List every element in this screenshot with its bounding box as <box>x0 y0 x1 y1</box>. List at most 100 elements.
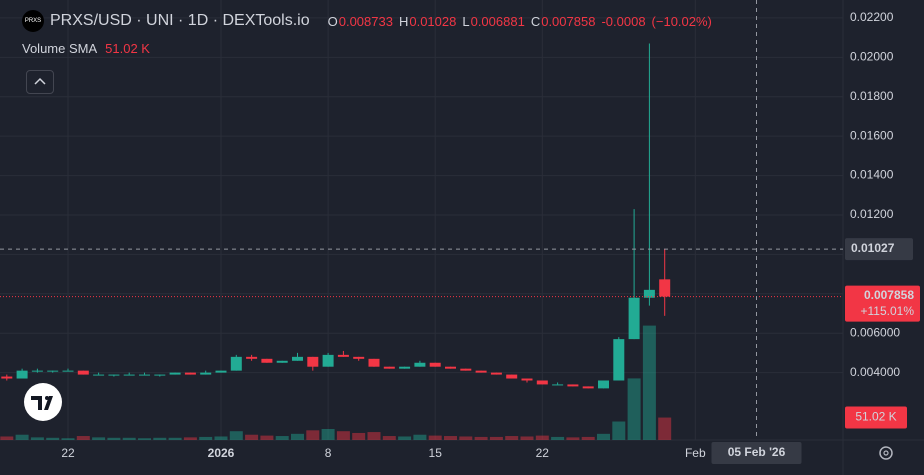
last-price-badge <box>845 285 920 322</box>
candle-body <box>230 356 242 371</box>
volume-bar <box>153 437 167 440</box>
volume-sma-value: 51.02 K <box>105 41 150 56</box>
crosshair-x-label: 05 Feb '26 <box>728 445 786 459</box>
y-tick-label: 0.01600 <box>850 128 894 142</box>
volume-bar <box>566 437 580 440</box>
settings-icon[interactable] <box>879 446 893 460</box>
volume-bar <box>612 421 626 440</box>
x-tick-label: 8 <box>325 446 332 460</box>
x-tick-label: 15 <box>429 446 443 460</box>
candle-body <box>368 358 380 367</box>
candle-body <box>353 356 365 359</box>
ohlc-key: C <box>530 13 541 29</box>
volume-bar <box>61 438 75 440</box>
volume-bar <box>199 436 213 440</box>
volume-bar <box>183 437 197 440</box>
volume-name: Volume SMA <box>22 41 98 56</box>
candle-body <box>292 356 303 361</box>
volume-bar <box>15 434 29 440</box>
volume-legend: Volume SMA 51.02 K <box>22 41 150 56</box>
volume-bar <box>551 436 565 440</box>
volume-bar <box>505 436 519 440</box>
volume-bar <box>352 432 366 440</box>
volume-bar <box>642 325 656 440</box>
volume-badge-label: 51.02 K <box>855 410 896 424</box>
candle-body <box>383 366 395 369</box>
volume-bar <box>520 436 534 440</box>
legend-header: PRXS PRXS/USD · UNI · 1D · DEXTools.io O… <box>22 10 712 32</box>
candle-body <box>337 354 349 357</box>
candle-body <box>200 372 212 375</box>
candle-body <box>139 374 150 376</box>
change: -0.0008 <box>601 13 646 29</box>
candle-body <box>628 297 640 340</box>
candle-body <box>506 374 518 379</box>
candle-body <box>1 376 13 379</box>
volume-bar <box>260 435 274 440</box>
candle-body <box>307 356 319 367</box>
candle-body <box>399 366 411 369</box>
volume-bar <box>0 436 14 440</box>
ohlc-value: 0.01028 <box>409 13 457 29</box>
y-tick-label: 0.02200 <box>850 10 894 24</box>
candle-body <box>276 360 288 363</box>
collapse-button[interactable] <box>26 70 54 94</box>
y-tick-label: 0.01800 <box>850 89 894 103</box>
candle-body <box>613 339 625 381</box>
candle-body <box>16 370 28 379</box>
candle-body <box>47 370 59 372</box>
candle-body <box>246 356 258 359</box>
ohlc-key: O <box>327 13 338 29</box>
volume-bar <box>535 435 549 440</box>
candle-body <box>184 372 196 375</box>
candle-body <box>536 380 548 385</box>
y-tick-label: 0.006000 <box>850 325 900 339</box>
volume-bar <box>581 436 595 440</box>
candle-body <box>460 368 472 371</box>
volume-bar <box>122 437 136 440</box>
volume-bar <box>321 429 335 440</box>
volume-bar <box>92 437 106 440</box>
candle-body <box>414 362 426 367</box>
crosshair-y-badge <box>845 238 913 261</box>
candle-body <box>521 378 533 381</box>
volume-bar <box>413 434 427 440</box>
candle-body <box>77 370 89 375</box>
candle-body <box>445 366 456 369</box>
candle-body <box>31 370 43 372</box>
candle-body <box>598 380 609 389</box>
candle-body <box>62 370 74 372</box>
x-tick-label: 22 <box>61 446 75 460</box>
candle-body <box>659 279 671 297</box>
volume-bar <box>245 434 259 440</box>
volume-badge <box>845 406 907 429</box>
volume-bar <box>428 435 442 440</box>
volume-bar <box>168 437 182 440</box>
last-price-label: 0.007858 <box>864 288 914 302</box>
candle-body <box>169 372 181 375</box>
volume-bar <box>489 436 503 440</box>
volume-bar <box>474 436 488 440</box>
y-tick-label: 0.02000 <box>850 50 894 64</box>
volume-bar <box>336 431 350 440</box>
candle-body <box>108 374 120 376</box>
volume-bar <box>214 436 228 440</box>
chevron <box>34 77 46 85</box>
volume-bar <box>597 433 610 440</box>
ohlc-value: 0.007858 <box>541 13 596 29</box>
volume-bar <box>46 437 60 440</box>
candle-body <box>261 358 273 363</box>
last-change-label: +115.01% <box>861 304 915 318</box>
candle-body <box>643 289 655 298</box>
tradingview-logo <box>24 383 62 421</box>
x-tick-label: Feb <box>685 446 706 460</box>
volume-bar <box>291 433 304 440</box>
ohlc-value: 0.008733 <box>338 13 393 29</box>
token-logo: PRXS <box>22 10 44 32</box>
candle-body <box>490 372 502 375</box>
candle-body <box>123 374 135 376</box>
candle-body <box>154 374 166 376</box>
